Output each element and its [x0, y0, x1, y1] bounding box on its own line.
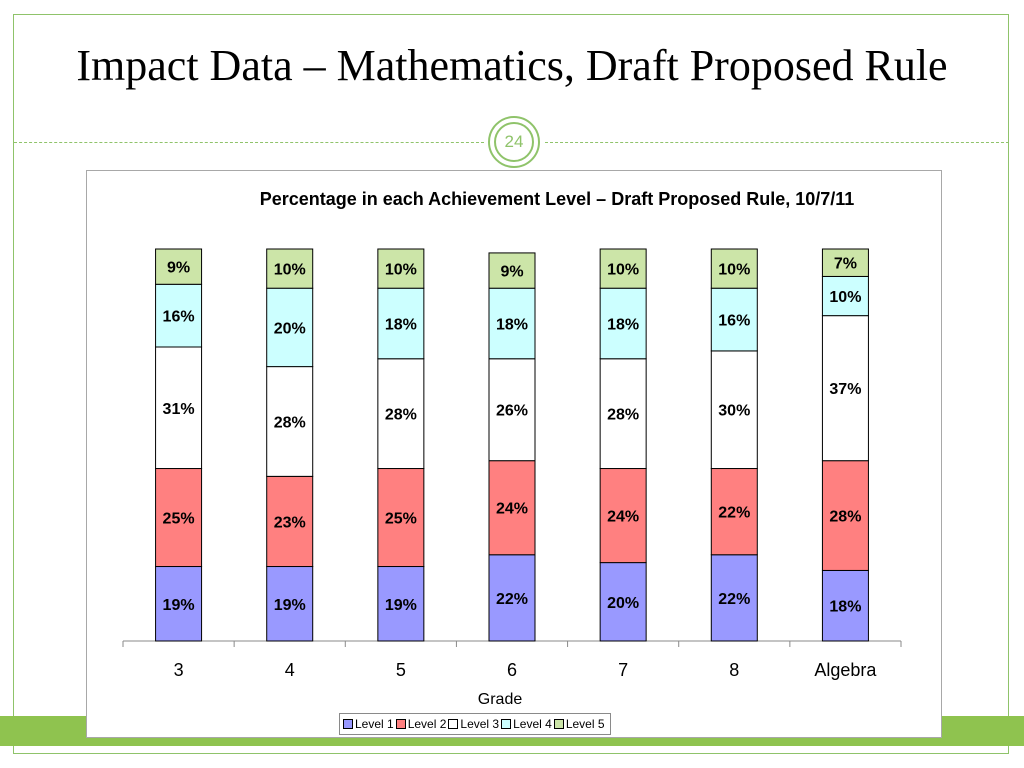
chart-title: Percentage in each Achievement Level – D…: [259, 189, 855, 209]
bar-segment: [599, 248, 647, 289]
data-label: 24%: [496, 501, 528, 518]
data-label: 25%: [163, 511, 195, 528]
data-label: 18%: [385, 316, 417, 333]
data-label: 24%: [607, 509, 639, 526]
bar-segment: [599, 287, 647, 360]
data-label: 10%: [829, 289, 861, 306]
legend-item: Level 5: [553, 717, 605, 731]
data-label: 28%: [607, 407, 639, 424]
x-tick-label: 6: [507, 660, 517, 680]
x-axis-title: Grade: [478, 691, 523, 708]
bar-segment: [488, 460, 536, 556]
bar-segment: [266, 287, 314, 368]
bar-segment: [821, 460, 869, 571]
legend-swatch: [343, 719, 353, 729]
data-label: 10%: [274, 262, 306, 279]
bar-segment: [155, 566, 203, 642]
legend-label: Level 5: [565, 717, 605, 731]
x-tick-label: 5: [396, 660, 406, 680]
bar-segment: [821, 248, 869, 277]
x-tick-label: 3: [174, 660, 184, 680]
data-label: 10%: [385, 262, 417, 279]
bar-segment: [710, 350, 758, 470]
data-label: 16%: [718, 313, 750, 330]
data-label: 16%: [163, 309, 195, 326]
legend-swatch: [395, 719, 406, 729]
x-tick-label: 7: [618, 660, 628, 680]
legend-item: Level 3: [448, 717, 499, 731]
title-divider-right: [545, 142, 1009, 143]
legend-label: Level 4: [513, 717, 552, 731]
bar-segment: [599, 358, 647, 470]
data-label: 37%: [829, 381, 861, 398]
data-label: 19%: [385, 597, 417, 614]
data-label: 18%: [496, 316, 528, 333]
data-label: 22%: [496, 591, 528, 608]
data-label: 28%: [274, 414, 306, 431]
bar-segment: [599, 468, 647, 564]
legend-label: Level 3: [460, 717, 500, 731]
slide-frame: [13, 14, 1009, 754]
data-label: 20%: [274, 320, 306, 337]
bar-segment: [266, 366, 314, 477]
bar-segment: [377, 566, 425, 642]
bar-segment: [377, 248, 425, 289]
bar-segment: [377, 287, 425, 360]
bar-segment: [488, 287, 536, 360]
data-label: 10%: [718, 262, 750, 279]
bar-segment: [155, 346, 203, 470]
bar-segment: [377, 358, 425, 470]
x-tick-label: 8: [729, 660, 739, 680]
bar-segment: [155, 468, 203, 568]
title-divider-left: [14, 142, 484, 143]
bar-segment: [599, 562, 647, 642]
legend-item: Level 2: [395, 717, 447, 731]
bar-segment: [821, 275, 869, 317]
legend-label: Level 2: [407, 717, 447, 731]
legend-swatch: [448, 719, 459, 729]
legend-item: Level 1: [343, 717, 394, 731]
chart-plot: 19% 25% 31% 16% 9% 3 19% 23% 28% 20% 10% 4 19% 25% 28%…: [122, 248, 902, 708]
chart-legend: Level 1 Level 2 Level 3 Level 4 Level 5: [339, 713, 611, 735]
legend-item: Level 4: [501, 717, 552, 731]
data-label: 18%: [829, 599, 861, 616]
data-label: 30%: [718, 403, 750, 420]
bar-segment: [488, 554, 536, 642]
data-label: 22%: [718, 591, 750, 608]
data-label: 22%: [718, 505, 750, 522]
data-label: 9%: [500, 264, 523, 281]
x-tick-label: 4: [285, 660, 295, 680]
data-label: 26%: [496, 403, 528, 420]
chart-container: 19% 25% 31% 16% 9% 3 19% 23% 28% 20% 10% 4 19% 25% 28%…: [86, 170, 942, 738]
page-number-badge: 24: [488, 116, 540, 168]
data-label: 18%: [607, 316, 639, 333]
bar-segment: [710, 248, 758, 289]
data-label: 9%: [167, 260, 190, 277]
bar-segment: [710, 468, 758, 556]
bar-segment: [710, 554, 758, 642]
data-label: 25%: [385, 511, 417, 528]
data-label: 23%: [274, 514, 306, 531]
x-tick-label: Algebra: [814, 660, 877, 680]
bar-segment: [266, 475, 314, 568]
bar-segment: [488, 252, 536, 289]
bar-segment: [488, 358, 536, 462]
data-label: 20%: [607, 595, 639, 612]
data-label: 19%: [274, 597, 306, 614]
slide-title: Impact Data – Mathematics, Draft Propose…: [76, 41, 948, 90]
data-label: 10%: [607, 262, 639, 279]
data-label: 19%: [163, 597, 195, 614]
data-label: 31%: [163, 401, 195, 418]
page-number: 24: [494, 122, 534, 162]
bar-segment: [266, 248, 314, 289]
data-label: 28%: [829, 509, 861, 526]
data-label: 28%: [385, 407, 417, 424]
bar-segment: [155, 248, 203, 285]
bar-segment: [821, 315, 869, 462]
legend-swatch: [501, 719, 512, 729]
legend-swatch: [553, 719, 564, 729]
data-label: 7%: [834, 256, 857, 273]
legend-label: Level 1: [355, 717, 394, 731]
